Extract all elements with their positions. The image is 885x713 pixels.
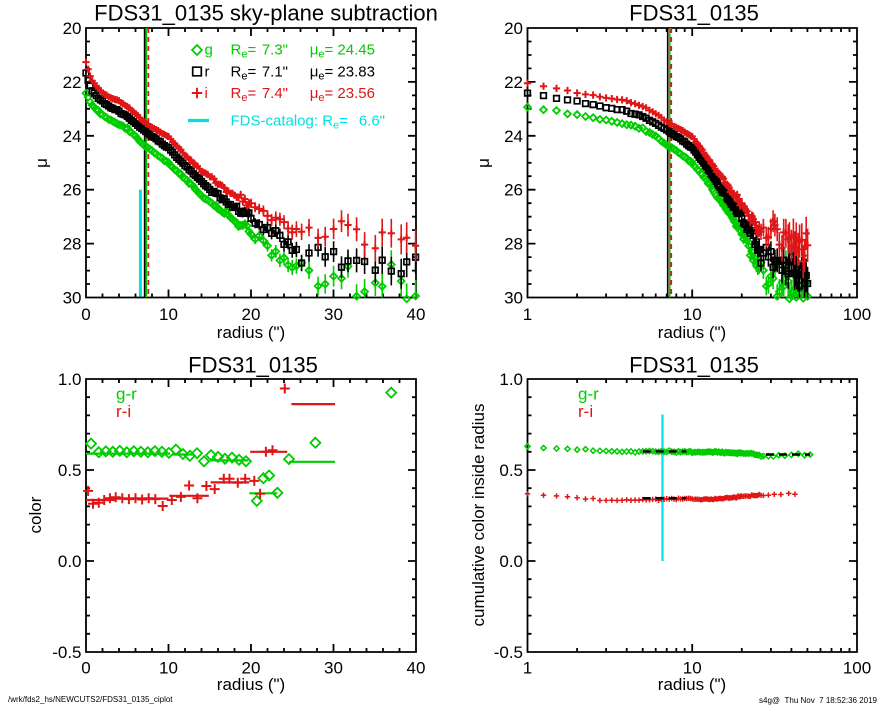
svg-text:10: 10 xyxy=(683,305,702,324)
svg-text:20: 20 xyxy=(504,19,523,38)
svg-text:FDS31_0135: FDS31_0135 xyxy=(629,1,759,26)
svg-text:0.0: 0.0 xyxy=(499,552,523,571)
svg-text:7.3": 7.3" xyxy=(262,42,288,59)
svg-text:FDS31_0135: FDS31_0135 xyxy=(629,353,759,378)
svg-text:40: 40 xyxy=(407,305,426,324)
svg-text:20: 20 xyxy=(242,305,261,324)
svg-text:Re=: Re= xyxy=(231,63,257,82)
svg-text:26: 26 xyxy=(504,181,523,200)
svg-text:μe= 23.83: μe= 23.83 xyxy=(310,63,375,82)
svg-text:30: 30 xyxy=(504,289,523,308)
svg-text:20: 20 xyxy=(63,19,82,38)
svg-text:24: 24 xyxy=(63,127,82,146)
svg-text:μe= 23.56: μe= 23.56 xyxy=(310,85,375,104)
svg-text:cumulative color inside radius: cumulative color inside radius xyxy=(469,404,488,627)
svg-text:0.0: 0.0 xyxy=(58,552,82,571)
svg-text:10: 10 xyxy=(683,659,702,678)
svg-text:22: 22 xyxy=(504,73,523,92)
svg-text:r-i: r-i xyxy=(116,402,131,421)
svg-text:i: i xyxy=(205,85,208,102)
svg-text:μ: μ xyxy=(32,158,51,168)
svg-text:-0.5: -0.5 xyxy=(494,643,523,662)
svg-text:radius ("): radius (") xyxy=(217,323,285,342)
svg-text:1: 1 xyxy=(523,305,532,324)
svg-text:1: 1 xyxy=(523,659,532,678)
svg-text:22: 22 xyxy=(63,73,82,92)
svg-text:24: 24 xyxy=(504,127,523,146)
svg-text:Re=: Re= xyxy=(231,42,257,61)
svg-text:g-r: g-r xyxy=(578,385,599,404)
svg-text:0.5: 0.5 xyxy=(58,461,82,480)
svg-text:0: 0 xyxy=(81,659,90,678)
svg-text:10: 10 xyxy=(159,305,178,324)
svg-text:color: color xyxy=(26,496,45,533)
svg-text:FDS31_0135: FDS31_0135 xyxy=(188,353,318,378)
svg-text:g: g xyxy=(205,42,213,59)
svg-text:10: 10 xyxy=(159,659,178,678)
svg-text:r-i: r-i xyxy=(578,402,593,421)
svg-text:0: 0 xyxy=(81,305,90,324)
svg-text:radius ("): radius (") xyxy=(658,323,726,342)
svg-text:6.6": 6.6" xyxy=(359,112,385,129)
svg-text:30: 30 xyxy=(324,659,343,678)
svg-text:s4g@ Thu Nov 7 18:52:36 2019: s4g@ Thu Nov 7 18:52:36 2019 xyxy=(759,696,878,705)
svg-text:28: 28 xyxy=(504,235,523,254)
svg-text:Re=: Re= xyxy=(231,85,257,104)
svg-text:1.0: 1.0 xyxy=(499,370,523,389)
svg-text:/wrk/fds2_hs/NEWCUTS2/FDS31_01: /wrk/fds2_hs/NEWCUTS2/FDS31_0135_ciplot xyxy=(8,695,173,704)
svg-text:30: 30 xyxy=(63,289,82,308)
svg-text:20: 20 xyxy=(242,659,261,678)
svg-text:0.5: 0.5 xyxy=(499,461,523,480)
svg-text:g-r: g-r xyxy=(116,385,137,404)
svg-text:100: 100 xyxy=(843,305,871,324)
svg-text:radius ("): radius (") xyxy=(217,675,285,694)
svg-text:7.1": 7.1" xyxy=(262,63,288,80)
svg-text:30: 30 xyxy=(324,305,343,324)
svg-text:1.0: 1.0 xyxy=(58,370,82,389)
svg-text:26: 26 xyxy=(63,181,82,200)
svg-text:FDS31_0135 sky-plane subtracti: FDS31_0135 sky-plane subtraction xyxy=(94,1,438,26)
svg-text:-0.5: -0.5 xyxy=(52,643,81,662)
svg-text:μe= 24.45: μe= 24.45 xyxy=(310,42,375,61)
svg-text:7.4": 7.4" xyxy=(262,85,288,102)
svg-text:μ: μ xyxy=(474,158,493,168)
svg-text:FDS-catalog: Re=: FDS-catalog: Re= xyxy=(231,112,349,131)
svg-text:28: 28 xyxy=(63,235,82,254)
svg-text:40: 40 xyxy=(407,659,426,678)
svg-text:r: r xyxy=(205,63,210,80)
svg-text:radius ("): radius (") xyxy=(658,675,726,694)
svg-text:100: 100 xyxy=(843,659,871,678)
